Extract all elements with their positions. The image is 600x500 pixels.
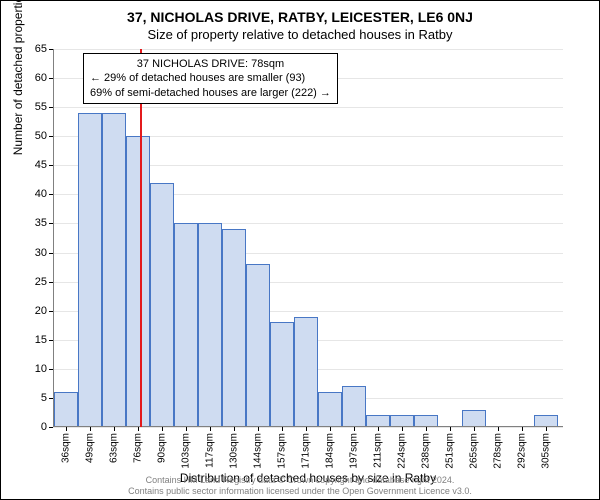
bar: [54, 392, 78, 427]
x-tick-mark: [138, 427, 139, 431]
bar: [318, 392, 342, 427]
y-tick-label: 40: [35, 188, 47, 200]
x-tick-label: 278sqm: [493, 433, 504, 469]
y-tick-label: 35: [35, 217, 47, 229]
plot-area: Number of detached properties 0510152025…: [53, 49, 563, 427]
y-axis: [53, 49, 54, 427]
annotation-box: 37 NICHOLAS DRIVE: 78sqm← 29% of detache…: [83, 53, 338, 104]
x-tick-label: 76sqm: [133, 433, 144, 463]
x-axis: [53, 426, 563, 427]
bar: [102, 113, 126, 427]
x-tick-mark: [186, 427, 187, 431]
bar: [246, 264, 270, 427]
bar: [222, 229, 246, 427]
y-tick-label: 10: [35, 363, 47, 375]
y-tick-label: 65: [35, 43, 47, 55]
x-tick-label: 224sqm: [397, 433, 408, 469]
x-tick-mark: [162, 427, 163, 431]
x-tick-label: 171sqm: [301, 433, 312, 469]
x-tick-label: 144sqm: [253, 433, 264, 469]
y-tick-label: 30: [35, 247, 47, 259]
footer-attribution: Contains HM Land Registry data © Crown c…: [1, 475, 599, 496]
annotation-line: 69% of semi-detached houses are larger (…: [90, 86, 331, 100]
x-tick-label: 184sqm: [325, 433, 336, 469]
x-tick-mark: [378, 427, 379, 431]
annotation-line: 37 NICHOLAS DRIVE: 78sqm: [90, 57, 331, 71]
y-tick-label: 25: [35, 276, 47, 288]
x-tick-label: 211sqm: [373, 433, 384, 468]
y-tick-label: 20: [35, 305, 47, 317]
x-tick-label: 90sqm: [157, 433, 168, 463]
x-tick-label: 130sqm: [229, 433, 240, 469]
x-tick-label: 292sqm: [517, 433, 528, 469]
bar: [270, 322, 294, 427]
annotation-line: ← 29% of detached houses are smaller (93…: [90, 71, 331, 85]
gridline-h: [53, 107, 563, 108]
bar: [198, 223, 222, 427]
y-tick-label: 60: [35, 72, 47, 84]
y-tick-label: 15: [35, 334, 47, 346]
x-tick-mark: [474, 427, 475, 431]
y-tick-label: 50: [35, 130, 47, 142]
x-tick-mark: [498, 427, 499, 431]
y-tick-label: 55: [35, 101, 47, 113]
x-tick-label: 197sqm: [349, 433, 360, 469]
x-tick-label: 103sqm: [181, 433, 192, 469]
x-tick-mark: [234, 427, 235, 431]
y-tick-label: 0: [41, 421, 47, 433]
y-axis-label: Number of detached properties: [11, 0, 25, 155]
x-tick-mark: [258, 427, 259, 431]
bar: [78, 113, 102, 427]
x-tick-mark: [402, 427, 403, 431]
x-tick-label: 265sqm: [469, 433, 480, 469]
x-tick-label: 36sqm: [61, 433, 72, 463]
bar: [342, 386, 366, 427]
footer-line-2: Contains public sector information licen…: [1, 486, 599, 496]
y-tick-label: 5: [41, 392, 47, 404]
x-tick-mark: [282, 427, 283, 431]
chart-title-subtitle: Size of property relative to detached ho…: [1, 25, 599, 42]
x-tick-mark: [450, 427, 451, 431]
x-tick-label: 251sqm: [445, 433, 456, 469]
x-tick-label: 305sqm: [541, 433, 552, 469]
x-tick-mark: [66, 427, 67, 431]
x-tick-label: 238sqm: [421, 433, 432, 469]
bar: [294, 317, 318, 427]
x-tick-label: 157sqm: [277, 433, 288, 469]
gridline-h: [53, 49, 563, 50]
bar: [174, 223, 198, 427]
footer-line-1: Contains HM Land Registry data © Crown c…: [1, 475, 599, 485]
x-tick-mark: [330, 427, 331, 431]
y-tick-mark: [49, 427, 53, 428]
x-tick-label: 117sqm: [205, 433, 216, 468]
x-tick-mark: [546, 427, 547, 431]
bar: [462, 410, 486, 427]
marker-line: [140, 49, 142, 427]
bar: [150, 183, 174, 427]
x-tick-mark: [306, 427, 307, 431]
x-tick-mark: [426, 427, 427, 431]
x-tick-mark: [210, 427, 211, 431]
x-tick-mark: [354, 427, 355, 431]
x-tick-label: 63sqm: [109, 433, 120, 463]
bar: [126, 136, 150, 427]
x-tick-mark: [90, 427, 91, 431]
x-tick-mark: [114, 427, 115, 431]
gridline-h: [53, 427, 563, 428]
x-tick-mark: [522, 427, 523, 431]
y-tick-label: 45: [35, 159, 47, 171]
chart-container: 37, NICHOLAS DRIVE, RATBY, LEICESTER, LE…: [0, 0, 600, 500]
x-tick-label: 49sqm: [85, 433, 96, 463]
chart-title-address: 37, NICHOLAS DRIVE, RATBY, LEICESTER, LE…: [1, 1, 599, 25]
